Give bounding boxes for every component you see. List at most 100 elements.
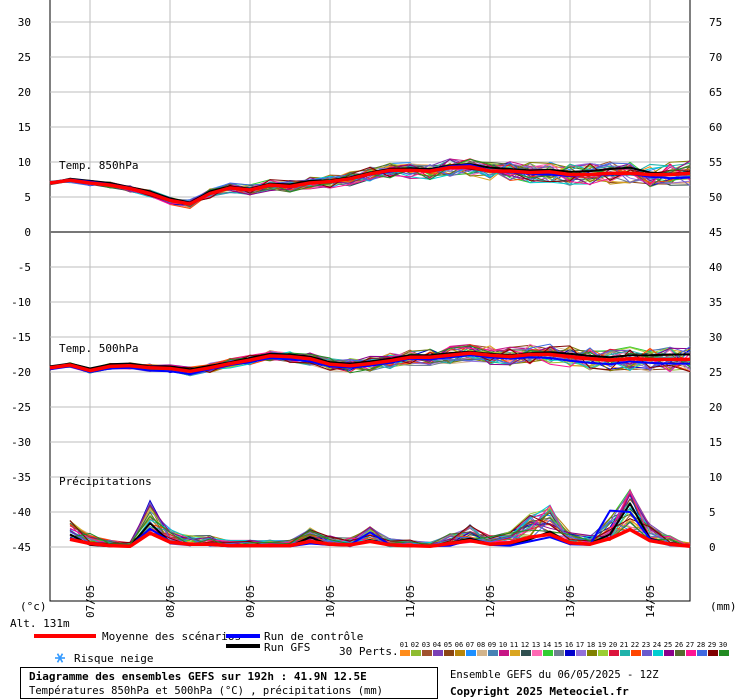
date-tick-label: 09/05 [244, 585, 257, 618]
date-tick-label: 14/05 [644, 585, 657, 618]
pert-label: 27 [686, 641, 694, 649]
legend-control-label: Run de contrôle [264, 630, 363, 643]
pert-label: 24 [653, 641, 661, 649]
series-line [69, 527, 691, 549]
date-tick-label: 13/05 [564, 585, 577, 618]
pert-swatch [510, 650, 520, 656]
pert-label: 15 [554, 641, 562, 649]
grid [50, 0, 690, 601]
right-tick-label: 10 [709, 471, 722, 484]
legend-perts-label: 30 Perts. [339, 645, 399, 658]
legend-snow-label: Risque neige [74, 652, 153, 665]
pert-swatch [719, 650, 729, 656]
left-tick-label: -25 [11, 401, 31, 414]
left-tick-label: -15 [11, 331, 31, 344]
pert-swatch [609, 650, 619, 656]
legend-mean-label: Moyenne des scénarios [102, 630, 241, 643]
pert-label: 30 [719, 641, 727, 649]
pert-swatch [631, 650, 641, 656]
pert-label: 17 [576, 641, 584, 649]
pert-label: 08 [477, 641, 485, 649]
legend-gfs-label: Run GFS [264, 641, 310, 654]
pert-swatch [653, 650, 663, 656]
left-tick-label: -5 [18, 261, 31, 274]
main-series-lines [49, 163, 691, 549]
pert-swatch [664, 650, 674, 656]
pert-swatch [620, 650, 630, 656]
perturbation-line [49, 164, 691, 205]
perturbation-legend: 01 02 03 04 05 06 07 08 09 10 11 12 13 14 15 16 17 18 19 20… [400, 641, 729, 656]
right-unit: (mm) [710, 600, 737, 613]
info-box: Diagramme des ensembles GEFS sur 192h : … [20, 667, 438, 699]
ensemble-date: Ensemble GEFS du 06/05/2025 - 12Z [450, 669, 659, 681]
axis-labels: 302520151050-5-10-15-20-25-30-35-40-4575… [11, 16, 722, 618]
pert-label: 23 [642, 641, 650, 649]
right-tick-label: 60 [709, 121, 722, 134]
chart-subtitle: Températures 850hPa et 500hPa (°C) , pré… [29, 685, 384, 697]
pert-swatch [686, 650, 696, 656]
right-tick-label: 75 [709, 16, 722, 29]
left-tick-label: -30 [11, 436, 31, 449]
series-line [49, 354, 690, 376]
pert-swatch [444, 650, 454, 656]
right-tick-label: 25 [709, 366, 722, 379]
pert-swatch [532, 650, 542, 656]
panel-label-precip: Précipitations [59, 475, 152, 488]
right-tick-label: 55 [709, 156, 722, 169]
pert-label: 19 [598, 641, 606, 649]
pert-swatch [697, 650, 707, 656]
right-tick-label: 15 [709, 436, 722, 449]
right-tick-label: 35 [709, 296, 722, 309]
pert-label: 10 [499, 641, 507, 649]
pert-label: 07 [466, 641, 474, 649]
pert-label: 01 [400, 641, 408, 649]
pert-swatch [466, 650, 476, 656]
pert-swatch [708, 650, 718, 656]
date-tick-label: 08/05 [164, 585, 177, 618]
left-unit: (°c) [20, 600, 47, 613]
pert-swatch [455, 650, 465, 656]
pert-swatch [565, 650, 575, 656]
pert-label: 09 [488, 641, 496, 649]
left-tick-label: 30 [18, 16, 31, 29]
pert-swatch [598, 650, 608, 656]
pert-label: 21 [620, 641, 628, 649]
pert-label: 18 [587, 641, 595, 649]
pert-label: 12 [521, 641, 529, 649]
left-tick-label: 0 [24, 226, 31, 239]
pert-label: 16 [565, 641, 573, 649]
right-tick-label: 70 [709, 51, 722, 64]
date-tick-label: 07/05 [84, 585, 97, 618]
series-line [49, 351, 690, 374]
copyright: Copyright 2025 Meteociel.fr [450, 685, 629, 698]
left-tick-label: -40 [11, 506, 31, 519]
pert-label: 13 [532, 641, 540, 649]
legend: Moyenne des scénarios Run de contrôle Ru… [34, 630, 729, 665]
perturbation-line [69, 493, 691, 547]
pert-label: 20 [609, 641, 617, 649]
pert-label: 06 [455, 641, 463, 649]
left-tick-label: 10 [18, 156, 31, 169]
pert-label: 29 [708, 641, 716, 649]
panel-label-t500: Temp. 500hPa [59, 342, 138, 355]
series-line [49, 165, 691, 206]
left-tick-label: -10 [11, 296, 31, 309]
pert-label: 28 [697, 641, 705, 649]
pert-label: 02 [411, 641, 419, 649]
pert-swatch [675, 650, 685, 656]
pert-label: 05 [444, 641, 452, 649]
left-tick-label: -35 [11, 471, 31, 484]
pert-swatch [499, 650, 509, 656]
pert-swatch [554, 650, 564, 656]
pert-swatch [488, 650, 498, 656]
right-tick-label: 0 [709, 541, 716, 554]
pert-label: 04 [433, 641, 441, 649]
perturbation-line [49, 345, 691, 374]
right-tick-label: 50 [709, 191, 722, 204]
left-tick-label: 25 [18, 51, 31, 64]
pert-label: 22 [631, 641, 639, 649]
pert-swatch [400, 650, 410, 656]
pert-swatch [642, 650, 652, 656]
pert-swatch [477, 650, 487, 656]
